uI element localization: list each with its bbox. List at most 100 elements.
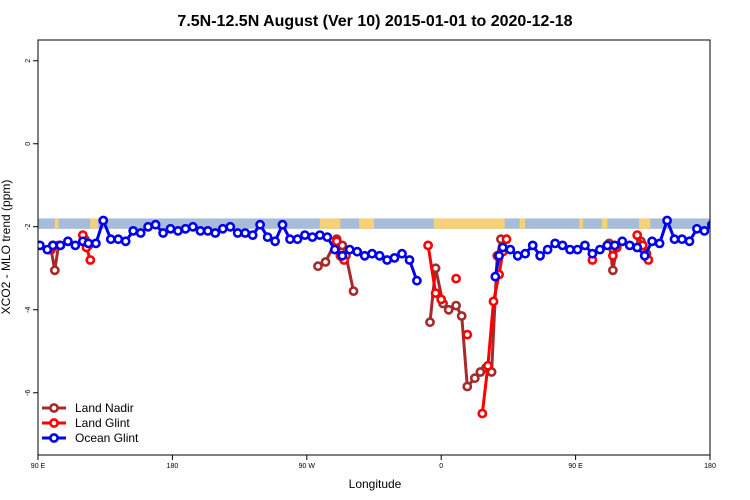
data-point bbox=[255, 219, 265, 230]
data-point bbox=[344, 244, 355, 255]
data-point bbox=[232, 228, 243, 238]
legend-swatch-point bbox=[49, 418, 59, 428]
data-point bbox=[430, 288, 441, 298]
data-point bbox=[85, 255, 96, 265]
data-point bbox=[423, 240, 433, 251]
data-point bbox=[210, 228, 221, 238]
chart-title: 7.5N-12.5N August (Ver 10) 2015-01-01 to… bbox=[177, 13, 572, 30]
data-point bbox=[63, 236, 73, 247]
data-point bbox=[707, 220, 710, 230]
data-point bbox=[436, 294, 447, 305]
data-point bbox=[411, 275, 422, 286]
data-point bbox=[505, 244, 516, 255]
data-point bbox=[337, 250, 348, 261]
data-point bbox=[322, 232, 333, 242]
y-tick-label: -6 bbox=[25, 390, 32, 396]
data-point bbox=[699, 225, 710, 236]
data-point bbox=[462, 329, 473, 340]
data-point bbox=[587, 248, 598, 259]
data-point bbox=[501, 234, 512, 245]
data-point bbox=[565, 244, 575, 255]
land-band bbox=[639, 218, 651, 229]
data-point bbox=[292, 234, 303, 245]
data-point bbox=[477, 408, 488, 419]
data-point bbox=[488, 296, 499, 307]
y-tick-label: -4 bbox=[25, 307, 32, 313]
data-point bbox=[608, 250, 618, 261]
data-point bbox=[247, 230, 258, 240]
data-point bbox=[173, 225, 183, 236]
data-point bbox=[490, 271, 501, 282]
land-band bbox=[54, 218, 59, 229]
land-band bbox=[519, 218, 526, 229]
data-point bbox=[723, 229, 730, 236]
data-point bbox=[195, 225, 206, 236]
data-point bbox=[314, 230, 325, 240]
data-point bbox=[443, 304, 454, 315]
data-point bbox=[497, 242, 508, 253]
land-band bbox=[601, 218, 608, 229]
y-axis-label: XCO2 - MLO trend (ppm) bbox=[0, 180, 13, 315]
data-point bbox=[684, 236, 695, 247]
x-tick-label: 0 bbox=[439, 463, 443, 470]
data-point bbox=[158, 228, 168, 238]
data-point bbox=[48, 240, 58, 251]
legend-item: Ocean Glint bbox=[42, 431, 139, 445]
data-point bbox=[150, 219, 161, 230]
data-point bbox=[270, 236, 280, 247]
x-tick-label: 90 E bbox=[31, 463, 46, 470]
data-point bbox=[482, 360, 493, 371]
legend-item: Land Glint bbox=[42, 416, 130, 430]
data-point bbox=[602, 240, 613, 251]
data-point bbox=[143, 221, 153, 232]
data-point bbox=[374, 250, 385, 261]
data-point bbox=[520, 248, 531, 259]
data-point bbox=[639, 250, 650, 261]
data-point bbox=[217, 223, 228, 234]
data-point bbox=[240, 228, 251, 238]
data-point bbox=[716, 221, 723, 228]
data-point bbox=[165, 223, 176, 234]
legend-label: Ocean Glint bbox=[75, 431, 139, 445]
x-tick-label: 180 bbox=[704, 463, 716, 470]
data-point bbox=[404, 255, 415, 265]
data-point bbox=[535, 250, 545, 261]
land-band bbox=[579, 218, 584, 229]
data-point bbox=[494, 250, 504, 261]
data-point bbox=[595, 244, 605, 255]
data-point bbox=[83, 238, 94, 249]
data-point bbox=[320, 257, 331, 267]
land-band bbox=[319, 218, 341, 229]
legend-label: Land Glint bbox=[75, 416, 130, 430]
data-point bbox=[647, 236, 657, 247]
data-point bbox=[277, 219, 288, 230]
data-point bbox=[70, 240, 81, 251]
data-point bbox=[285, 234, 295, 245]
x-tick-label: 90 W bbox=[299, 463, 316, 470]
data-point bbox=[389, 252, 400, 263]
x-tick-label: 90 E bbox=[568, 463, 583, 470]
data-point bbox=[456, 311, 467, 321]
land-band bbox=[90, 218, 98, 229]
data-point bbox=[624, 240, 635, 251]
data-point bbox=[98, 215, 109, 226]
data-point bbox=[527, 240, 538, 251]
data-point bbox=[128, 225, 139, 236]
legend-label: Land Nadir bbox=[75, 401, 134, 415]
data-point bbox=[550, 238, 560, 249]
data-point bbox=[120, 236, 131, 247]
data-point bbox=[451, 300, 461, 311]
land-band bbox=[433, 218, 505, 229]
data-point bbox=[187, 221, 198, 232]
data-point bbox=[135, 228, 146, 238]
data-point bbox=[617, 236, 628, 247]
x-axis: 90 E 180 90 W 0 90 E 180 bbox=[31, 455, 716, 470]
data-point bbox=[307, 232, 318, 242]
data-point bbox=[677, 234, 687, 245]
series-land-glint bbox=[44, 230, 654, 419]
y-axis: 2 0 -2 -4 -6 bbox=[25, 59, 38, 396]
y-tick-label: -2 bbox=[25, 224, 32, 230]
data-point bbox=[580, 240, 590, 251]
